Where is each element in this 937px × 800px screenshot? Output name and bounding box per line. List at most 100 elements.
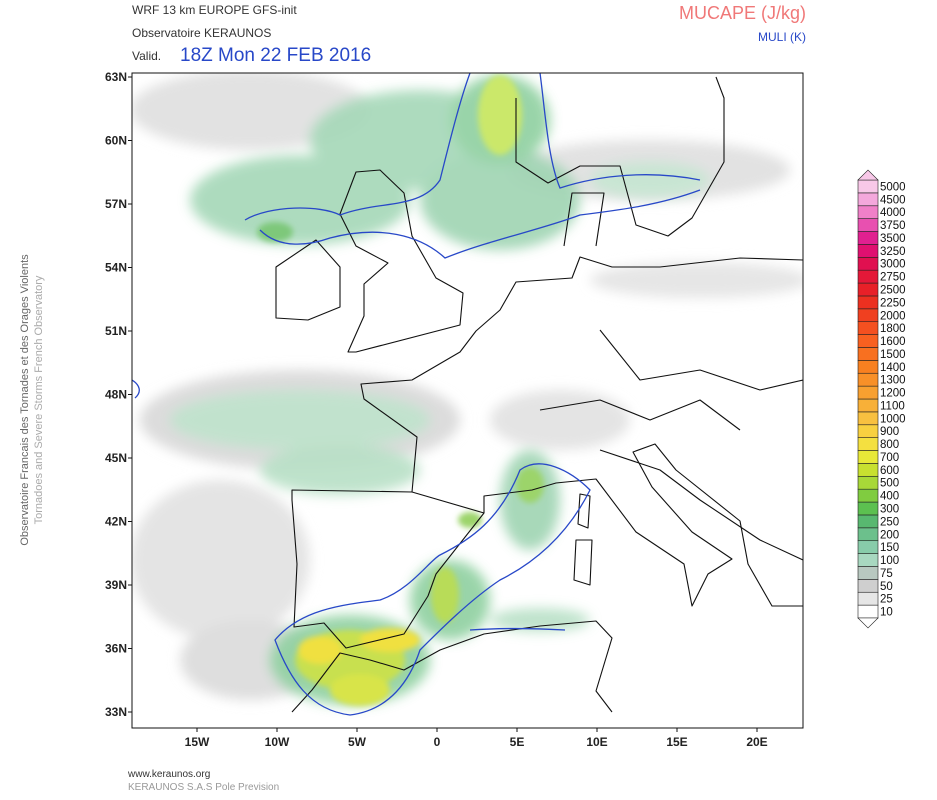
- colorbar-swatch: [857, 424, 879, 438]
- colorbar-label: 1500: [880, 349, 906, 361]
- colorbar-swatch: [857, 282, 879, 297]
- side-text: Observatoire Francais des Tornades et de…: [19, 254, 31, 546]
- colorbar-swatch: [857, 540, 879, 554]
- lon-label: 5W: [348, 735, 367, 749]
- colorbar-end: [857, 169, 879, 181]
- colorbar-label: 1400: [880, 362, 906, 374]
- lon-label: 10W: [265, 735, 290, 749]
- colorbar-label: 1600: [880, 336, 906, 348]
- colorbar-label: 400: [880, 491, 899, 503]
- colorbar-label: 250: [880, 516, 899, 528]
- lat-label: 63N: [105, 70, 127, 84]
- colorbar-label: 3000: [880, 259, 906, 271]
- colorbar-label: 1300: [880, 375, 906, 387]
- colorbar-label: 2250: [880, 297, 906, 309]
- colorbar-swatch: [857, 437, 879, 451]
- colorbar-label: 1000: [880, 413, 906, 425]
- lon-label: 20E: [746, 735, 767, 749]
- colorbar-swatch: [857, 488, 879, 503]
- lat-label: 42N: [105, 515, 127, 529]
- colorbar-swatch: [857, 372, 879, 387]
- muli-contours: [132, 73, 701, 716]
- colorbar-swatch: [857, 527, 879, 542]
- colorbar-swatch: [857, 269, 879, 284]
- colorbar-swatch: [857, 360, 879, 374]
- map-area: [132, 73, 803, 728]
- colorbar-swatch: [857, 385, 879, 400]
- colorbar-swatch: [857, 604, 879, 619]
- side-text: Tornadoes and Severe Storms French Obser…: [33, 275, 45, 524]
- lat-label: 33N: [105, 705, 127, 719]
- cape-green: [170, 75, 710, 705]
- colorbar-label: 1200: [880, 388, 906, 400]
- colorbar-label: 75: [880, 568, 893, 580]
- valid-label: Valid.: [132, 49, 161, 63]
- colorbar-swatch: [857, 321, 879, 335]
- colorbar-label: 3500: [880, 233, 906, 245]
- field-title: MUCAPE (J/kg): [679, 3, 806, 23]
- colorbar-swatch: [857, 411, 879, 426]
- colorbar-swatch: [857, 398, 879, 413]
- colorbar-swatch: [857, 205, 879, 219]
- colorbar-label: 700: [880, 452, 899, 464]
- colorbar-swatch: [857, 450, 879, 464]
- colorbar-swatch: [857, 566, 879, 580]
- colorbar-label: 2500: [880, 285, 906, 297]
- contour-title: MULI (K): [758, 30, 806, 44]
- colorbar-label: 1100: [880, 400, 905, 412]
- model-title: WRF 13 km EUROPE GFS-init: [132, 3, 297, 17]
- colorbar-label: 3250: [880, 246, 906, 258]
- colorbar-swatch: [857, 463, 879, 477]
- colorbar-swatch: [857, 579, 879, 593]
- colorbar-label: 4500: [880, 194, 906, 206]
- colorbar-label: 2000: [880, 310, 906, 322]
- colorbar-swatch: [857, 256, 879, 271]
- colorbar-label: 500: [880, 478, 899, 490]
- colorbar-label: 50: [880, 581, 893, 593]
- colorbar-label: 200: [880, 529, 899, 541]
- lat-label: 48N: [105, 388, 127, 402]
- lon-label: 0: [434, 735, 441, 749]
- lon-label: 15W: [185, 735, 210, 749]
- colorbar-swatch: [857, 475, 879, 490]
- lat-label: 39N: [105, 578, 127, 592]
- lat-label: 54N: [105, 261, 127, 275]
- lat-label: 57N: [105, 197, 127, 211]
- colorbar-swatch: [857, 514, 879, 529]
- colorbar-label: 1800: [880, 323, 906, 335]
- colorbar-swatch: [857, 179, 879, 194]
- lon-label: 15E: [666, 735, 687, 749]
- lat-label: 60N: [105, 134, 127, 148]
- colorbar-swatch: [857, 334, 879, 348]
- colorbar-label: 5000: [880, 181, 906, 193]
- colorbar-swatch: [857, 501, 879, 516]
- colorbar-swatch: [857, 308, 879, 323]
- colorbar-label: 300: [880, 504, 899, 516]
- colorbar-label: 100: [880, 555, 899, 567]
- colorbar-label: 800: [880, 439, 899, 451]
- footer-site: www.keraunos.org: [127, 769, 210, 780]
- lat-label: 45N: [105, 451, 127, 465]
- lon-label: 5E: [510, 735, 525, 749]
- footer-company: KERAUNOS S.A.S Pole Prevision: [128, 782, 279, 793]
- map-frame: [131, 72, 804, 729]
- colorbar-swatch: [857, 192, 879, 207]
- colorbar-label: 600: [880, 465, 899, 477]
- lon-label: 10E: [586, 735, 607, 749]
- org-title: Observatoire KERAUNOS: [132, 26, 271, 40]
- colorbar-label: 2750: [880, 272, 906, 284]
- colorbar-label: 150: [880, 542, 899, 554]
- colorbar-swatch: [857, 347, 879, 361]
- colorbar-swatch: [857, 295, 879, 310]
- lat-label: 51N: [105, 324, 127, 338]
- colorbar-label: 25: [880, 594, 893, 606]
- cape-high: [257, 75, 544, 706]
- lat-label: 36N: [105, 642, 127, 656]
- colorbar-swatch: [857, 553, 879, 567]
- colorbar-end: [857, 617, 879, 629]
- colorbar-label: 10: [880, 607, 893, 619]
- colorbar-swatch: [857, 591, 879, 606]
- colorbar-swatch: [857, 244, 879, 258]
